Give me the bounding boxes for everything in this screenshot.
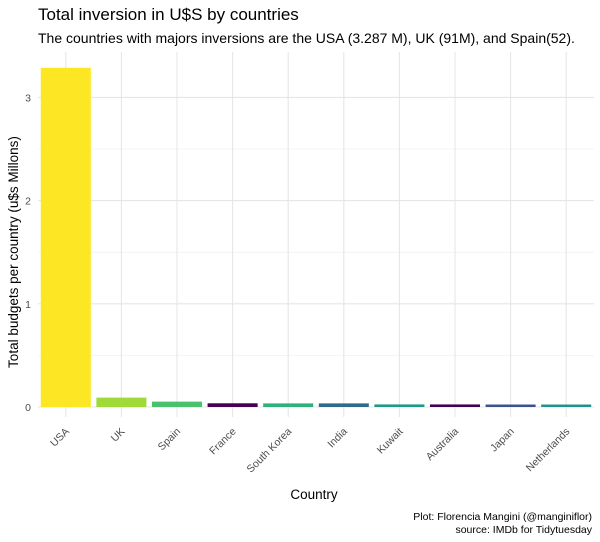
y-tick-label: 1 — [25, 299, 31, 311]
x-tick-label: Japan — [488, 426, 517, 455]
chart-subtitle: The countries with majors inversions are… — [38, 30, 575, 46]
x-tick-label: Spain — [156, 426, 184, 454]
bar-usa — [40, 67, 91, 407]
bar-japan — [485, 404, 536, 407]
bar-netherlands — [541, 404, 592, 407]
bar-kuwait — [374, 404, 425, 407]
caption: Plot: Florencia Mangini (@manginiflor) s… — [413, 511, 592, 537]
x-tick-label: Kuwait — [375, 426, 406, 457]
x-tick-label: Australia — [424, 426, 461, 463]
bar-australia — [429, 404, 481, 407]
y-axis-title: Total budgets per country (u$s Millons) — [6, 136, 21, 368]
y-tick-label: 2 — [25, 196, 31, 208]
minor-gridlines — [38, 148, 594, 356]
x-tick-label: France — [207, 426, 239, 458]
major-gridlines — [38, 52, 594, 417]
x-tick-label: USA — [48, 426, 72, 450]
x-tick-labels: USA UK Spain France South Korea India Kuwait Au… — [48, 426, 572, 476]
y-tick-label: 0 — [25, 402, 31, 414]
caption-source: source: IMDb for Tidytuesday — [455, 524, 592, 536]
caption-credit: Plot: Florencia Mangini (@manginiflor) — [413, 511, 592, 523]
x-tick-label: South Korea — [245, 426, 295, 476]
bar-india — [318, 403, 369, 407]
bars — [40, 67, 592, 407]
chart-title: Total inversion in U$S by countries — [38, 5, 299, 24]
x-axis-title: Country — [290, 487, 338, 502]
x-tick-label: India — [325, 426, 350, 451]
bar-south-korea — [263, 403, 314, 407]
y-tick-labels: 0 1 2 3 — [25, 92, 31, 414]
bar-spain — [151, 401, 203, 407]
bar-france — [207, 403, 258, 407]
bar-uk — [96, 397, 147, 407]
x-tick-label: UK — [109, 426, 128, 445]
x-tick-label: Netherlands — [524, 426, 573, 475]
y-tick-label: 3 — [25, 92, 31, 104]
